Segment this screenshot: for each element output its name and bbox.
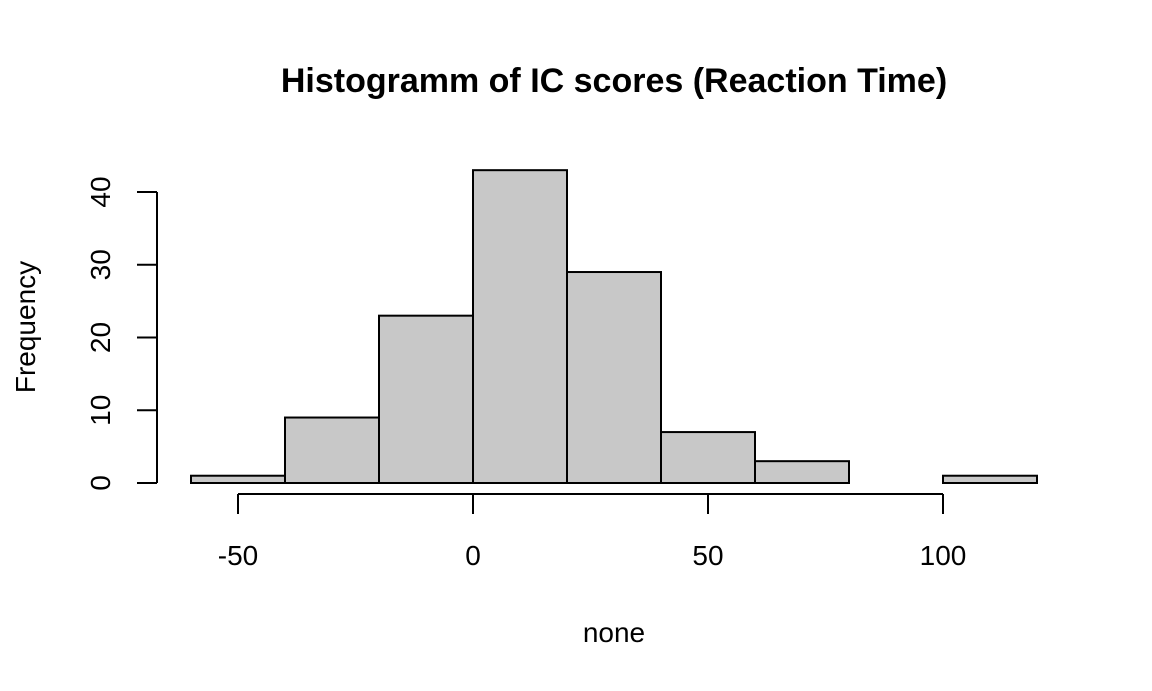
- y-axis: 0 10 20 30 40: [85, 176, 158, 491]
- histogram-bar: [378, 314, 474, 484]
- histogram-bar: [754, 460, 850, 484]
- x-tick-label: -50: [218, 540, 258, 571]
- y-tick-label: 30: [85, 249, 116, 280]
- histogram-bar: [284, 416, 380, 484]
- x-axis-label: none: [583, 617, 645, 648]
- histogram-bar: [472, 169, 568, 485]
- x-axis: -50 0 50 100: [218, 493, 967, 571]
- y-tick-label: 20: [85, 322, 116, 353]
- histogram-bar: [660, 431, 756, 485]
- bars: [190, 169, 1038, 485]
- y-tick-label: 40: [85, 176, 116, 207]
- y-tick-label: 0: [85, 475, 116, 491]
- x-tick-label: 50: [692, 540, 723, 571]
- histogram-bar: [566, 271, 662, 484]
- histogram-bar: [942, 474, 1038, 485]
- x-tick-label: 100: [920, 540, 967, 571]
- x-tick-label: 0: [465, 540, 481, 571]
- y-axis-label: Frequency: [10, 261, 41, 393]
- chart-title: Histogramm of IC scores (Reaction Time): [281, 62, 947, 100]
- y-tick-label: 10: [85, 395, 116, 426]
- histogram-bar: [190, 474, 286, 485]
